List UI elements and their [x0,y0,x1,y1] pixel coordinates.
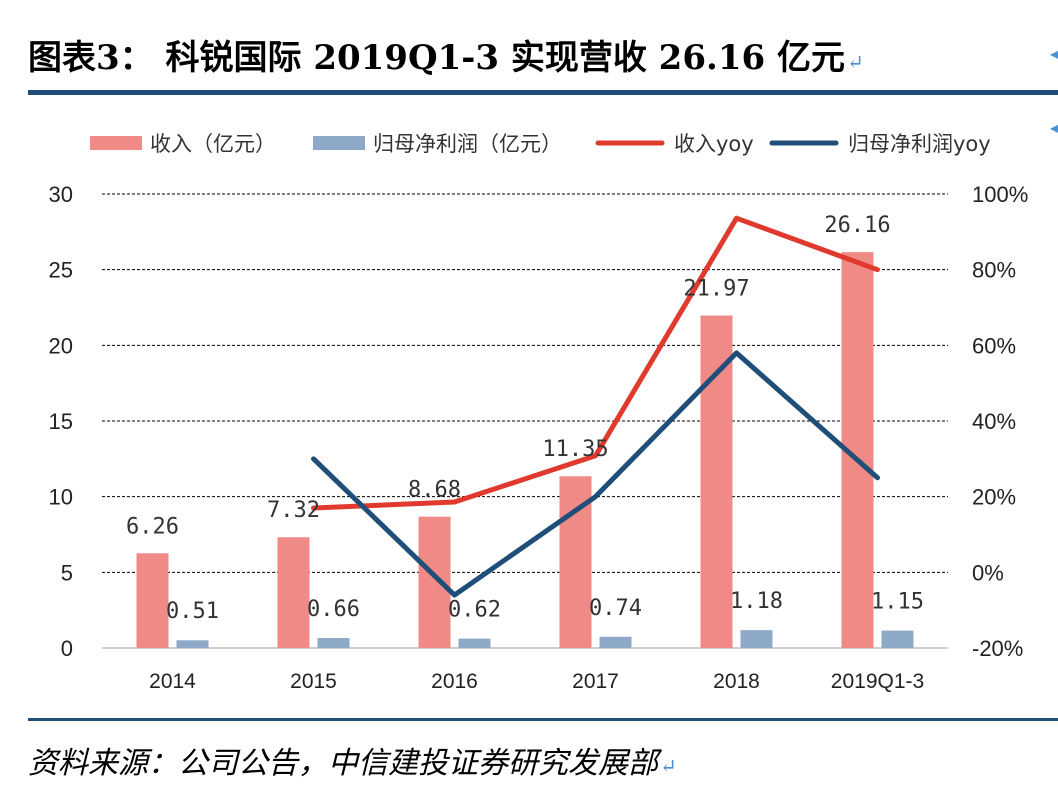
revenue-data-label: 8.68 [408,478,461,503]
yoy-lines [311,215,880,598]
category-label: 2019Q1-3 [831,670,924,693]
top-rule [28,90,1058,95]
profit-data-label: 1.18 [730,589,783,614]
profit-bar [740,630,773,648]
profit-data-label: 0.51 [166,599,219,624]
legend-swatch [90,136,142,150]
legend-label: 收入（亿元） [150,132,276,156]
revenue-bar [418,516,451,648]
edge-marker-icon: ◂ [1050,118,1058,137]
right-tick-label: 20% [972,485,1016,510]
profit-bar [317,638,350,648]
category-label: 2015 [290,670,337,693]
legend-label: 归母净利润（亿元） [373,132,562,156]
right-tick-label: 100% [972,182,1028,207]
edge-marker-icon: ◂ [1050,44,1058,63]
legend-label: 收入yoy [674,132,754,156]
profit-data-label: 0.74 [589,596,642,621]
return-mark-icon: ↵ [660,754,677,778]
right-tick-label: 80% [972,258,1016,283]
revenue-data-label: 26.16 [824,213,890,238]
category-label: 2018 [713,670,760,693]
profit-bar [458,638,491,648]
right-tick-label: 60% [972,333,1016,358]
legend-label: 归母净利润yoy [848,132,991,156]
right-tick-label: 40% [972,409,1016,434]
revenue-data-label: 11.35 [542,437,608,462]
category-labels: 2014 2015 2016 2017 2018 2019Q1-3 [149,670,924,693]
data-labels: 6.26 0.51 7.32 0.66 8.68 0.62 11.35 0.74 21.97 1.… [126,213,924,624]
revenue-data-label: 7.32 [267,498,320,523]
profit-data-label: 0.62 [448,598,501,623]
left-axis-ticks: 0 5 10 15 20 25 30 [49,182,73,661]
left-tick-label: 20 [49,333,73,358]
left-tick-label: 30 [49,182,73,207]
left-tick-label: 5 [61,560,73,585]
revenue-data-label: 21.97 [683,277,749,302]
grid-lines [102,193,948,649]
legend: 收入（亿元） 归母净利润（亿元） 收入yoy 归母净利润yoy [90,132,991,156]
left-tick-label: 25 [49,258,73,283]
category-label: 2017 [572,670,619,693]
legend-swatch [313,136,365,150]
profit-bar [176,640,209,648]
profit-bar [599,636,632,648]
left-tick-label: 0 [61,636,73,661]
right-tick-label: 0% [972,560,1004,585]
right-axis-ticks: -20% 0% 20% 40% 60% 80% 100% [972,182,1028,661]
category-label: 2014 [149,670,196,693]
right-tick-label: -20% [972,636,1023,661]
return-mark-icon: ↵ [846,50,864,74]
profit-data-label: 0.66 [307,597,360,622]
profit-data-label: 1.15 [871,590,924,615]
source-note: 资料来源：公司公告，中信建投证券研究发展部 ↵ [28,746,677,781]
revenue-bar [136,553,169,648]
left-tick-label: 15 [49,409,73,434]
chart-title: 图表3： 科锐国际 2019Q1-3 实现营收 26.16 亿元 ↵ [28,38,864,78]
left-tick-label: 10 [49,485,73,510]
bars [136,252,914,648]
profit-bar [881,630,914,648]
bottom-rule [28,718,1058,721]
revenue-bar [277,537,310,648]
category-label: 2016 [431,670,478,693]
revenue-yoy-line [311,215,880,511]
revenue-data-label: 6.26 [126,514,179,539]
profit-yoy-line [311,350,880,598]
